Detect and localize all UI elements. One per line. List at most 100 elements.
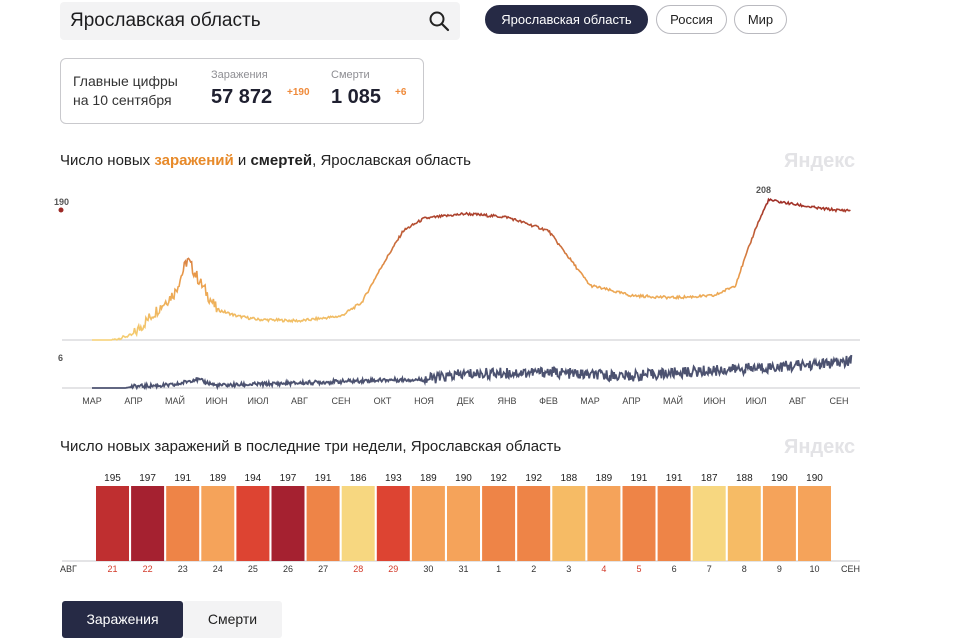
bar-value-label: 191 [174,473,191,484]
bar-value-label: 193 [385,473,402,484]
bar-day-label: 1 [496,564,501,574]
bar[interactable] [692,486,726,561]
bar-value-label: 197 [280,473,297,484]
bar-day-label: 9 [777,564,782,574]
region-chip-russia[interactable]: Россия [656,5,727,34]
bar-value-label: 190 [455,473,472,484]
bar-value-label: 189 [420,473,437,484]
bar[interactable] [762,486,796,561]
trend-chart-title: Число новых заражений и смертей, Ярослав… [60,152,471,169]
deaths-label: Смерти [331,69,370,81]
bar-day-label: 21 [107,564,117,574]
bar-day-label: 28 [353,564,363,574]
bar[interactable] [657,486,691,561]
bar[interactable] [482,486,516,561]
deaths-last-label: 6 [58,353,63,363]
bar-value-label: 187 [701,473,718,484]
bar-day-label: 8 [742,564,747,574]
bar-value-label: 188 [736,473,753,484]
bar-day-label: 2 [531,564,536,574]
deaths-total: 1 085 [331,86,382,108]
bar-month-end: СЕН [841,564,860,574]
month-tick-label: СЕН [829,396,848,406]
region-chip-world[interactable]: Мир [734,5,787,34]
month-tick-label: МАР [82,396,102,406]
bar-day-label: 22 [143,564,153,574]
summary-card: Главные цифры на 10 сентября Заражения 5… [60,58,424,124]
month-tick-label: МАР [580,396,600,406]
bar-day-label: 7 [707,564,712,574]
region-chip-yaroslavl[interactable]: Ярославская область [485,5,648,34]
yandex-watermark-1: Яндекс [784,150,856,172]
bar-day-label: 30 [423,564,433,574]
bar[interactable] [798,486,831,561]
deaths-delta: +6 [395,87,407,98]
bar-day-label: 26 [283,564,293,574]
bar[interactable] [727,486,761,561]
month-tick-label: АПР [622,396,640,406]
month-tick-label: ДЕК [457,396,475,406]
bar[interactable] [166,486,200,561]
bar-value-label: 192 [490,473,507,484]
tab-infections[interactable]: Заражения [62,601,183,638]
bar[interactable] [622,486,656,561]
infections-total: 57 872 [211,86,273,108]
bar-value-label: 186 [350,473,367,484]
bar[interactable] [236,486,270,561]
month-tick-label: ИЮН [703,396,725,406]
bar[interactable] [201,486,235,561]
infections-series-line [92,197,851,341]
month-tick-label: НОЯ [414,396,434,406]
month-tick-label: ЯНВ [497,396,516,406]
bar-value-label: 197 [139,473,156,484]
search-box[interactable]: Ярославская область [60,2,460,40]
month-tick-label: ОКТ [374,396,392,406]
yandex-watermark-2: Яндекс [784,436,856,458]
bar-day-label: 23 [178,564,188,574]
month-tick-label: ИЮЛ [247,396,268,406]
bar[interactable] [271,486,305,561]
bar-day-label: 3 [566,564,571,574]
bar[interactable] [376,486,410,561]
bar-day-label: 31 [458,564,468,574]
summary-title: Главные цифры на 10 сентября [73,73,178,108]
bar-day-label: 5 [636,564,641,574]
bar[interactable] [306,486,340,561]
bar-value-label: 189 [596,473,613,484]
bar-value-label: 188 [560,473,577,484]
bar-day-label: 4 [601,564,606,574]
month-tick-label: ФЕВ [539,396,558,406]
bar[interactable] [552,486,586,561]
bar-value-label: 191 [631,473,648,484]
search-icon[interactable] [428,10,450,32]
bar-value-label: 191 [666,473,683,484]
bar-day-label: 25 [248,564,258,574]
bar-day-label: 24 [213,564,223,574]
infections-last-marker [58,207,64,213]
month-tick-label: АВГ [789,396,806,406]
bar-month-start: АВГ [60,564,77,574]
bar-value-label: 192 [525,473,542,484]
month-tick-label: АПР [124,396,142,406]
bar[interactable] [411,486,445,561]
deaths-series-line [92,354,853,391]
tab-deaths[interactable]: Смерти [183,601,282,638]
bar-day-label: 29 [388,564,398,574]
month-tick-label: ИЮЛ [745,396,766,406]
bar-value-label: 195 [104,473,121,484]
bar-day-label: 10 [809,564,819,574]
bar[interactable] [131,486,165,561]
bar-value-label: 190 [771,473,788,484]
search-input[interactable]: Ярославская область [70,10,261,31]
bar[interactable] [96,486,129,561]
bar[interactable] [341,486,375,561]
infections-label: Заражения [211,69,268,81]
bar[interactable] [447,486,480,561]
month-tick-label: ИЮН [205,396,227,406]
bar-value-label: 189 [209,473,226,484]
bar-value-label: 190 [806,473,823,484]
bar[interactable] [517,486,551,561]
bar-day-label: 6 [672,564,677,574]
bar[interactable] [587,486,621,561]
